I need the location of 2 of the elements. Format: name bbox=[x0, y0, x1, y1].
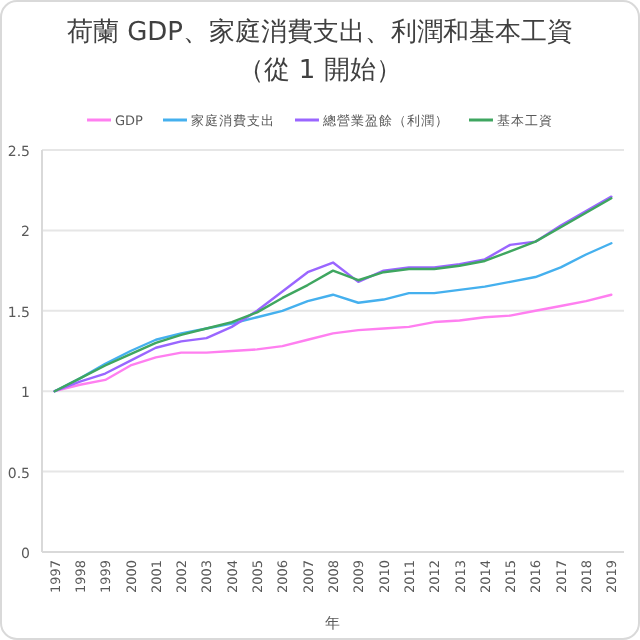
chart-subtitle: （從 1 開始） bbox=[238, 56, 402, 86]
chart-title: 荷蘭 GDP、家庭消費支出、利潤和基本工資 bbox=[66, 16, 574, 48]
